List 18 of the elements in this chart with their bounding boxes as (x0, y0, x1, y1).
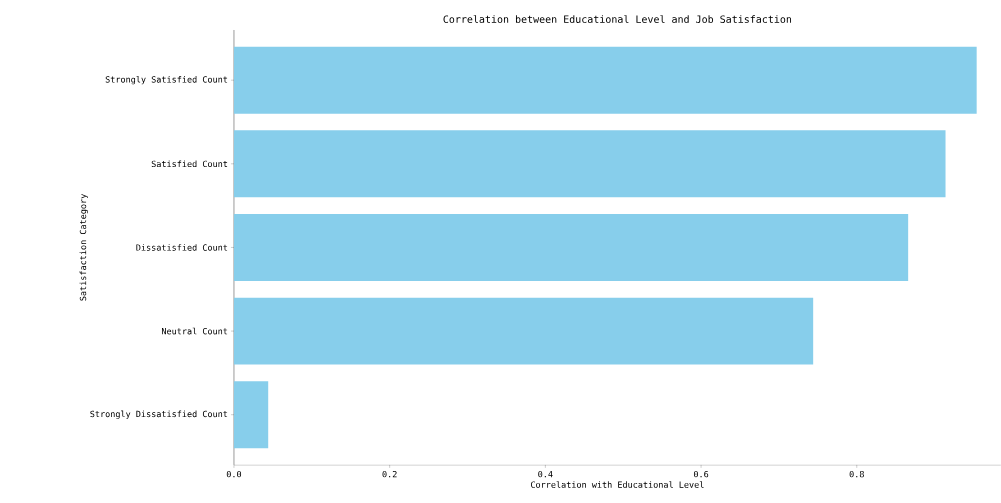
bar (233, 130, 946, 198)
y-tick-label: Dissatisfied Count (136, 244, 228, 251)
bar (233, 297, 814, 365)
x-axis-title: Correlation with Educational Level (530, 481, 704, 488)
bar (233, 214, 909, 281)
bar (233, 46, 977, 114)
bar (233, 381, 269, 449)
y-tick-label: Satisfied Count (151, 160, 228, 168)
x-tick-label: 0.6 (693, 470, 709, 478)
y-axis-title: Satisfaction Category (79, 194, 88, 301)
y-tick-label: Strongly Dissatisfied Count (90, 410, 228, 419)
x-tick-label: 0.0 (226, 470, 242, 478)
x-tick-label: 0.8 (849, 470, 864, 478)
x-tick-label: 0.4 (538, 470, 553, 478)
y-tick-label: Neutral Count (161, 327, 228, 335)
chart-title: Correlation between Educational Level and Job Satisfaction (443, 15, 792, 23)
y-tick-label: Strongly Satisfied Count (105, 76, 228, 85)
x-tick-label: 0.2 (382, 470, 397, 478)
